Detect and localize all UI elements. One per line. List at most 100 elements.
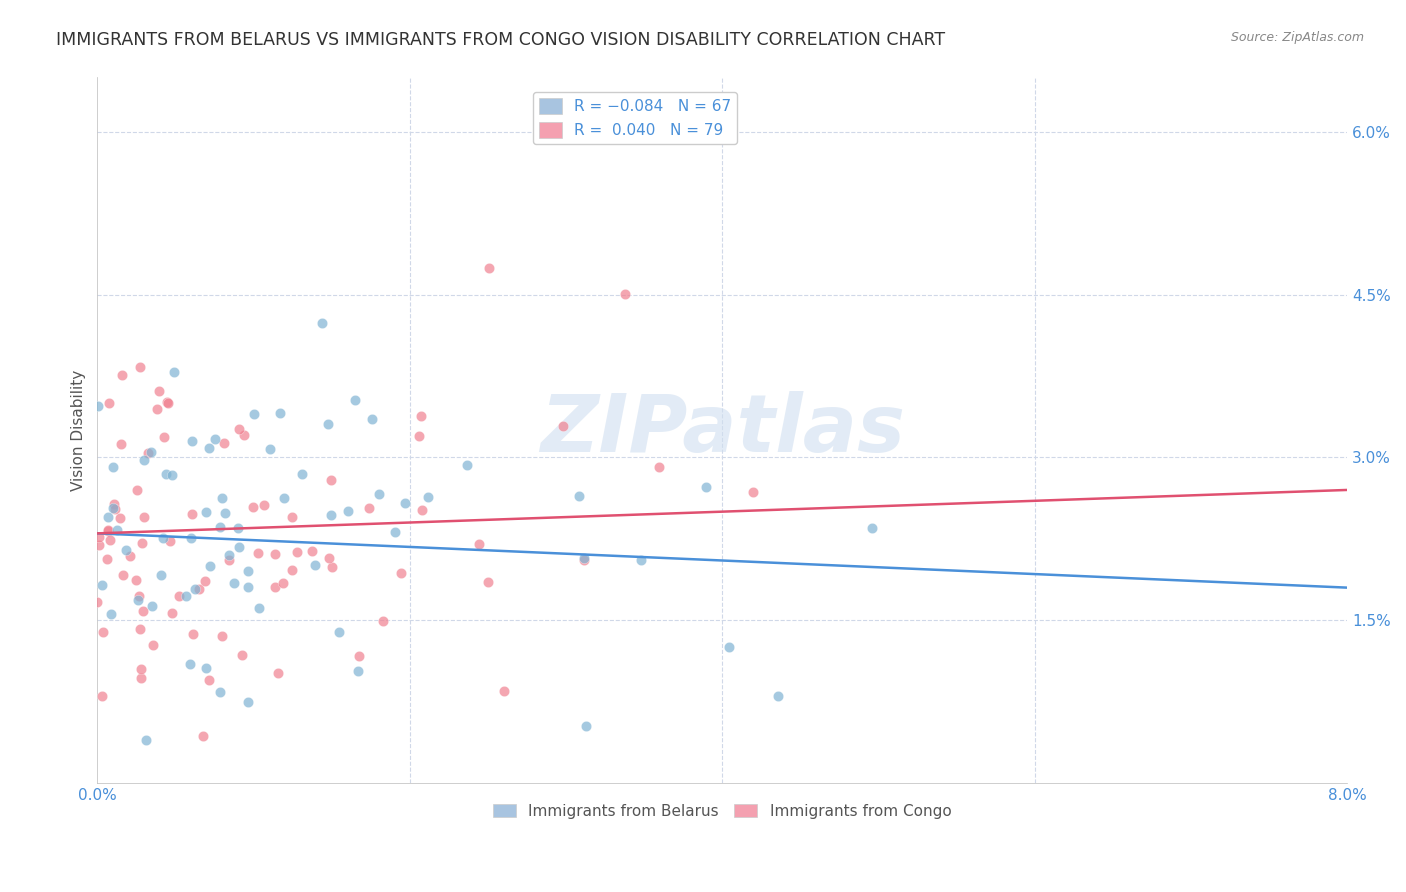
Point <box>128 623 150 637</box>
Point <box>103 497 125 511</box>
Point <box>194 505 217 519</box>
Point <box>153 430 176 444</box>
Point <box>269 406 291 420</box>
Point <box>238 581 260 595</box>
Point <box>478 261 501 276</box>
Point <box>264 580 287 594</box>
Point <box>271 575 294 590</box>
Point <box>91 578 114 592</box>
Point <box>188 582 211 596</box>
Point <box>103 501 125 516</box>
Point <box>127 593 149 607</box>
Point <box>163 366 186 380</box>
Point <box>311 316 333 330</box>
Point <box>494 683 516 698</box>
Point <box>198 441 221 455</box>
Point <box>316 417 339 431</box>
Point <box>228 540 250 554</box>
Point <box>318 551 340 566</box>
Point <box>319 508 342 522</box>
Point <box>159 534 181 549</box>
Point <box>180 507 202 521</box>
Point <box>125 574 148 588</box>
Point <box>214 506 236 520</box>
Point <box>211 629 233 643</box>
Point <box>411 503 433 517</box>
Point <box>135 732 157 747</box>
Point <box>128 589 150 603</box>
Point <box>224 576 246 591</box>
Point <box>181 627 204 641</box>
Point <box>132 452 155 467</box>
Point <box>267 665 290 680</box>
Point <box>766 689 789 703</box>
Point <box>373 615 395 629</box>
Point <box>156 394 179 409</box>
Point <box>115 543 138 558</box>
Y-axis label: Vision Disability: Vision Disability <box>72 369 86 491</box>
Point <box>181 434 204 449</box>
Point <box>155 467 177 482</box>
Point <box>97 510 120 524</box>
Point <box>253 498 276 512</box>
Point <box>87 529 110 543</box>
Point <box>162 467 184 482</box>
Point <box>149 568 172 582</box>
Point <box>231 648 253 663</box>
Point <box>208 684 231 698</box>
Point <box>273 491 295 505</box>
Point <box>218 553 240 567</box>
Point <box>259 442 281 456</box>
Point <box>344 392 367 407</box>
Point <box>226 521 249 535</box>
Point <box>112 568 135 582</box>
Point <box>152 531 174 545</box>
Point <box>191 730 214 744</box>
Point <box>132 604 155 618</box>
Point <box>695 480 717 494</box>
Point <box>128 359 150 374</box>
Point <box>389 566 412 581</box>
Text: IMMIGRANTS FROM BELARUS VS IMMIGRANTS FROM CONGO VISION DISABILITY CORRELATION C: IMMIGRANTS FROM BELARUS VS IMMIGRANTS FR… <box>56 31 945 49</box>
Point <box>246 546 269 560</box>
Point <box>195 661 218 675</box>
Point <box>409 409 432 423</box>
Point <box>104 502 127 516</box>
Point <box>136 446 159 460</box>
Point <box>180 531 202 545</box>
Point <box>148 384 170 399</box>
Point <box>360 412 382 426</box>
Point <box>167 589 190 603</box>
Point <box>141 599 163 614</box>
Point <box>214 436 236 450</box>
Point <box>105 523 128 537</box>
Point <box>357 501 380 516</box>
Point <box>91 689 114 703</box>
Point <box>139 445 162 459</box>
Point <box>862 520 884 534</box>
Point <box>567 489 589 503</box>
Point <box>142 638 165 652</box>
Point <box>236 564 259 578</box>
Point <box>197 673 219 688</box>
Point <box>111 368 134 382</box>
Point <box>574 719 596 733</box>
Text: ZIPatlas: ZIPatlas <box>540 392 905 469</box>
Point <box>160 607 183 621</box>
Point <box>648 459 671 474</box>
Point <box>347 665 370 679</box>
Point <box>132 510 155 524</box>
Point <box>368 487 391 501</box>
Point <box>416 490 439 504</box>
Point <box>630 552 652 566</box>
Point <box>157 396 180 410</box>
Text: Source: ZipAtlas.com: Source: ZipAtlas.com <box>1230 31 1364 45</box>
Point <box>127 483 149 497</box>
Point <box>204 432 226 446</box>
Point <box>574 550 596 565</box>
Point <box>110 437 132 451</box>
Point <box>613 286 636 301</box>
Point <box>242 500 264 515</box>
Point <box>96 551 118 566</box>
Point <box>264 547 287 561</box>
